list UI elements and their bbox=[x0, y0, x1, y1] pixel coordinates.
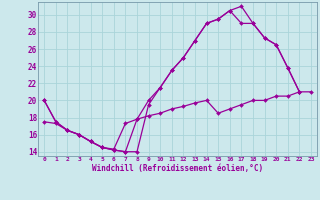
X-axis label: Windchill (Refroidissement éolien,°C): Windchill (Refroidissement éolien,°C) bbox=[92, 164, 263, 173]
